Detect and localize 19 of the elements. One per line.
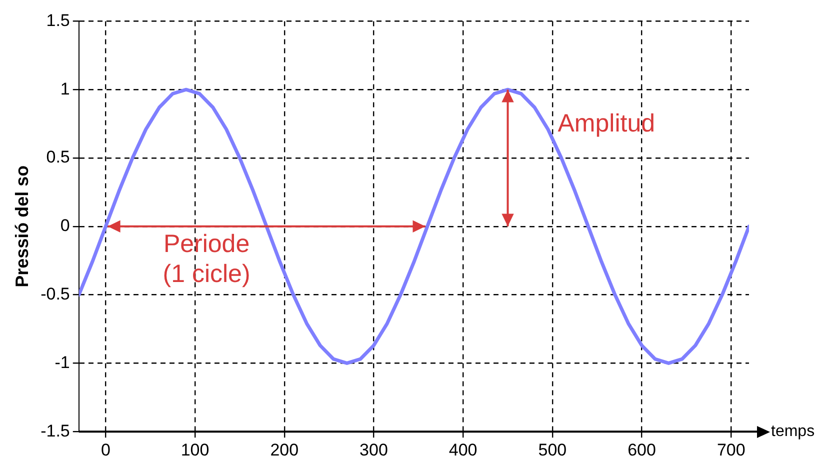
- y-axis-title: Pressió del so: [12, 165, 32, 288]
- y-tick-label: -1: [54, 352, 70, 372]
- y-tick-label: 1.5: [46, 10, 70, 30]
- x-tick-label: 100: [180, 440, 210, 460]
- x-axis-title: temps: [771, 423, 815, 440]
- x-tick-label: 500: [538, 440, 567, 460]
- y-tick-label: 1: [60, 79, 70, 98]
- y-tick-label: 0.5: [46, 148, 70, 167]
- annotation: Amplitud: [558, 109, 656, 138]
- x-tick-label: 200: [270, 440, 299, 460]
- x-tick-label: 300: [360, 440, 388, 460]
- annotation: Periode (1 cicle): [162, 230, 250, 288]
- x-tick-label: 400: [448, 440, 478, 460]
- y-tick-label: -0.5: [40, 284, 70, 304]
- x-tick-label: 700: [716, 440, 746, 460]
- y-tick-label: 0: [60, 216, 70, 236]
- x-tick-label: 600: [628, 440, 656, 460]
- y-tick-label: -1.5: [40, 421, 70, 440]
- x-tick-label: 0: [100, 440, 110, 460]
